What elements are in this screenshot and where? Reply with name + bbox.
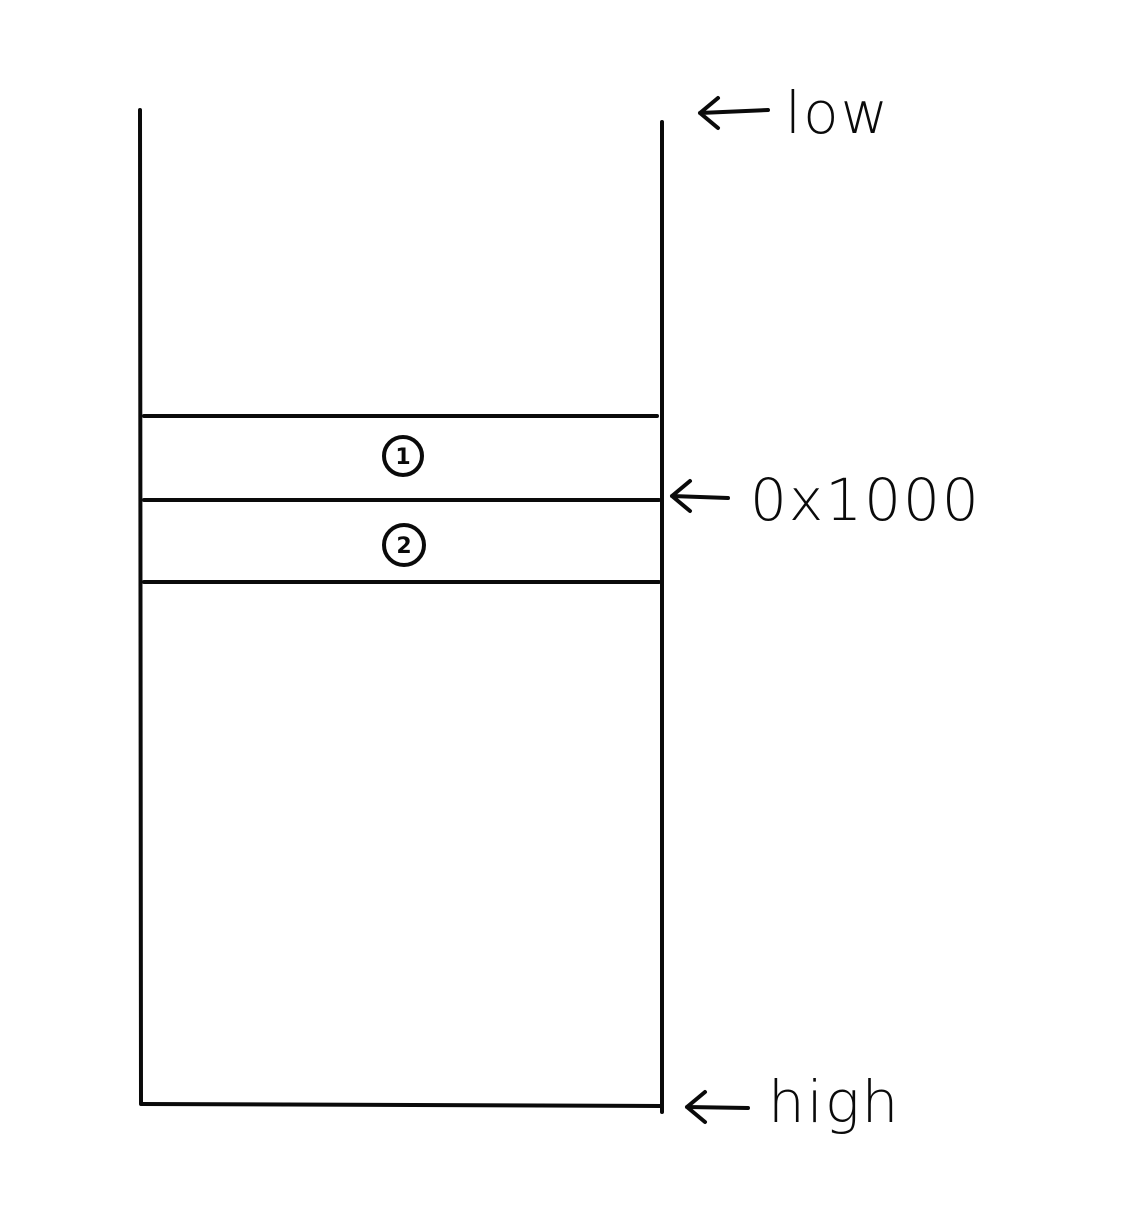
stack-bottom-edge — [140, 1102, 662, 1108]
slot-2-marker-circle — [382, 523, 426, 567]
slot-1-number: 1 — [395, 445, 410, 470]
address-label: 0x1000 — [750, 466, 981, 534]
slot-2-number: 2 — [396, 534, 411, 559]
slot-1-marker-circle — [382, 435, 424, 477]
stack-slots: 1 2 — [142, 414, 661, 584]
address-marker: 0x1000 — [670, 466, 981, 534]
low-arrow-icon — [698, 96, 770, 130]
high-arrow-icon — [685, 1090, 750, 1124]
low-label: low — [785, 79, 890, 147]
low-marker: low — [698, 79, 890, 147]
stack-slot-2: 2 — [382, 523, 426, 567]
high-label: high — [768, 1068, 900, 1136]
address-arrow-icon — [670, 479, 730, 513]
stack-slot-1: 1 — [382, 435, 424, 477]
high-marker: high — [685, 1068, 900, 1136]
stack-outline — [138, 108, 664, 1114]
stack-left-wall — [138, 108, 143, 1106]
